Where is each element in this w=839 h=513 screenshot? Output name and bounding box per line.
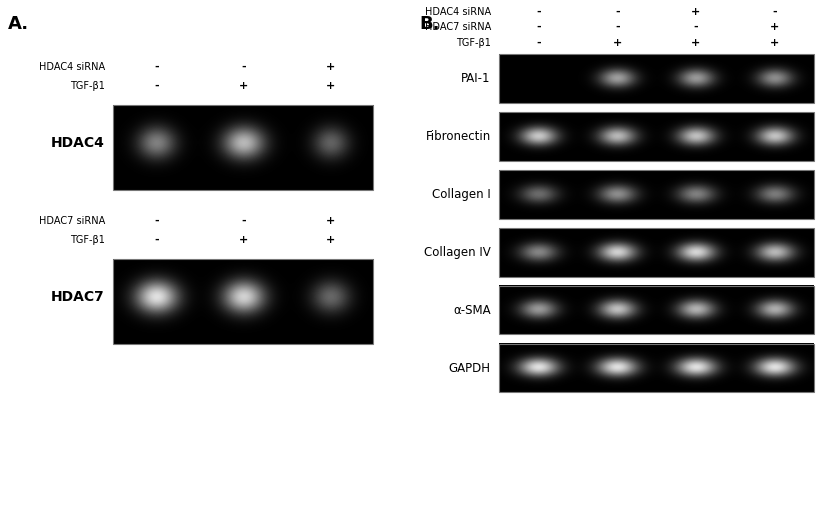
Text: -: -	[615, 22, 619, 32]
Text: +: +	[612, 37, 622, 48]
Text: +: +	[326, 62, 335, 72]
Text: B.: B.	[420, 15, 440, 33]
Bar	[499, 228, 814, 277]
Text: -: -	[154, 215, 159, 226]
Text: -: -	[615, 7, 619, 17]
Text: TGF-β1: TGF-β1	[70, 234, 105, 245]
Text: A.: A.	[8, 15, 29, 33]
Text: +: +	[691, 7, 701, 17]
Text: HDAC7 siRNA: HDAC7 siRNA	[39, 215, 105, 226]
Text: -: -	[694, 22, 698, 32]
Bar	[499, 112, 814, 161]
Text: +: +	[691, 37, 701, 48]
Text: -: -	[536, 22, 541, 32]
Text: +: +	[326, 81, 335, 91]
Text: Fibronectin: Fibronectin	[425, 130, 491, 143]
Text: -: -	[241, 62, 246, 72]
Text: -: -	[154, 62, 159, 72]
Text: +: +	[326, 215, 335, 226]
Text: -: -	[154, 234, 159, 245]
Text: HDAC7: HDAC7	[51, 290, 105, 304]
Bar	[499, 54, 814, 103]
Text: HDAC4 siRNA: HDAC4 siRNA	[425, 7, 491, 17]
Text: -: -	[536, 37, 541, 48]
Text: TGF-β1: TGF-β1	[456, 37, 491, 48]
Bar	[499, 286, 814, 334]
Bar	[499, 344, 814, 392]
Text: PAI-1: PAI-1	[461, 72, 491, 85]
Text: Collagen I: Collagen I	[432, 188, 491, 201]
Text: -: -	[772, 7, 777, 17]
Text: +: +	[238, 234, 248, 245]
Text: TGF-β1: TGF-β1	[70, 81, 105, 91]
Text: -: -	[536, 7, 541, 17]
Text: HDAC7 siRNA: HDAC7 siRNA	[425, 22, 491, 32]
Text: +: +	[770, 22, 779, 32]
Text: Collagen IV: Collagen IV	[424, 246, 491, 259]
Bar	[499, 170, 814, 219]
Text: -: -	[241, 215, 246, 226]
Text: +: +	[770, 37, 779, 48]
Text: HDAC4: HDAC4	[51, 136, 105, 150]
Text: GAPDH: GAPDH	[449, 362, 491, 374]
Text: α-SMA: α-SMA	[453, 304, 491, 317]
Text: HDAC4 siRNA: HDAC4 siRNA	[39, 62, 105, 72]
Bar	[113, 105, 373, 190]
Text: -: -	[154, 81, 159, 91]
Bar	[113, 259, 373, 344]
Text: +: +	[326, 234, 335, 245]
Text: +: +	[238, 81, 248, 91]
